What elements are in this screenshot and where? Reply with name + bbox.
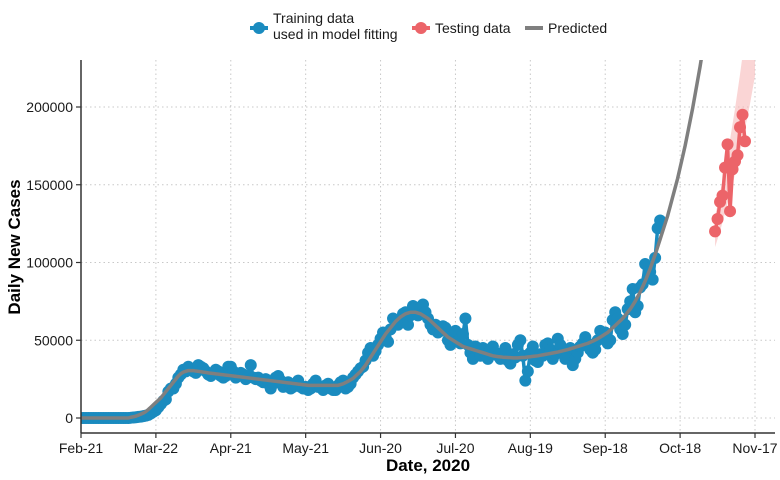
training-point (459, 312, 472, 325)
testing-point (716, 189, 729, 202)
legend-label: Testing data (435, 20, 511, 36)
y-tick-label: 0 (65, 410, 73, 426)
legend-label: used in model fitting (273, 26, 398, 42)
y-axis-ticks: 0 50000 100000 150000 200000 (26, 99, 81, 426)
training-point (526, 340, 539, 353)
y-tick-label: 100000 (26, 255, 73, 271)
training-point (519, 374, 532, 387)
x-tick-label: Feb-21 (59, 440, 104, 456)
x-tick-label: Sep-18 (583, 440, 628, 456)
testing-point (739, 135, 752, 148)
testing-point (709, 225, 722, 238)
predicted-series-line (81, 60, 703, 420)
training-point (456, 328, 469, 341)
x-tick-label: Mar-22 (134, 440, 179, 456)
x-axis-title: Date, 2020 (386, 456, 470, 475)
training-point (604, 334, 617, 347)
testing-point (731, 149, 744, 162)
training-point (244, 359, 257, 372)
y-tick-label: 150000 (26, 177, 73, 193)
x-tick-label: Nov-17 (732, 440, 777, 456)
legend-item-test: Testing data (412, 20, 511, 36)
training-point (382, 335, 395, 348)
training-point (514, 334, 527, 347)
testing-point (711, 212, 724, 225)
testing-point (724, 205, 737, 218)
x-tick-label: May-21 (282, 440, 329, 456)
x-tick-label: Oct-18 (659, 440, 701, 456)
training-point (616, 328, 629, 341)
training-point (619, 318, 632, 331)
training-point (646, 273, 659, 286)
training-point (521, 365, 534, 378)
axes (80, 60, 775, 434)
testing-point (734, 121, 747, 134)
x-tick-label: Jun-20 (359, 440, 402, 456)
x-tick-label: Apr-21 (210, 440, 252, 456)
training-point (402, 318, 415, 331)
y-axis-title: Daily New Cases (5, 179, 24, 314)
x-axis-ticks: Feb-21 Mar-22 Apr-21 May-21 Jun-20 Jul-20 Aug-… (59, 433, 778, 456)
legend-swatch-point (253, 22, 265, 34)
legend-label: Training data (273, 10, 354, 26)
testing-point (736, 108, 749, 121)
y-tick-label: 50000 (34, 332, 73, 348)
x-tick-label: Jul-20 (436, 440, 474, 456)
legend-label: Predicted (548, 20, 607, 36)
legend-swatch-point (415, 22, 427, 34)
testing-point (721, 138, 734, 151)
plot-area (81, 60, 755, 424)
y-tick-label: 200000 (26, 99, 73, 115)
training-point (654, 214, 667, 227)
training-point (589, 343, 602, 356)
legend-item-pred: Predicted (525, 20, 607, 36)
x-tick-label: Aug-19 (508, 440, 553, 456)
